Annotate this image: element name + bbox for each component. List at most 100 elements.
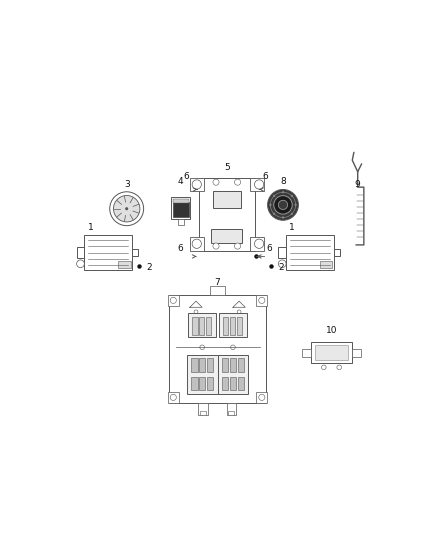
Bar — [230, 358, 236, 372]
Bar — [199, 358, 205, 372]
Circle shape — [291, 213, 293, 215]
Bar — [250, 177, 264, 191]
Circle shape — [237, 310, 241, 314]
Bar — [222, 377, 228, 391]
Circle shape — [192, 180, 201, 189]
Circle shape — [194, 310, 198, 314]
Circle shape — [170, 394, 177, 400]
Bar — [286, 235, 334, 270]
Bar — [200, 411, 206, 415]
Bar — [230, 317, 235, 335]
Circle shape — [273, 213, 275, 215]
Circle shape — [234, 179, 240, 185]
Bar — [250, 237, 264, 251]
Text: 1: 1 — [289, 223, 294, 232]
Bar — [190, 237, 204, 251]
Text: 7: 7 — [215, 278, 220, 287]
Circle shape — [254, 239, 264, 248]
Bar — [207, 358, 213, 372]
Bar — [227, 403, 236, 415]
Circle shape — [170, 297, 177, 303]
Bar — [173, 202, 189, 217]
Circle shape — [192, 239, 201, 248]
Circle shape — [213, 243, 219, 249]
Bar — [132, 249, 138, 256]
Circle shape — [254, 180, 264, 189]
Circle shape — [291, 195, 293, 197]
Circle shape — [77, 260, 85, 268]
Bar — [191, 377, 198, 391]
Circle shape — [321, 365, 326, 370]
Bar — [168, 295, 179, 306]
Circle shape — [231, 345, 235, 350]
Circle shape — [110, 192, 144, 225]
Circle shape — [259, 394, 265, 400]
Bar — [171, 197, 190, 219]
Text: 6: 6 — [183, 172, 189, 181]
Circle shape — [282, 191, 284, 193]
Text: 6: 6 — [262, 172, 268, 181]
Circle shape — [294, 204, 297, 206]
Circle shape — [234, 243, 240, 249]
Bar — [320, 261, 332, 269]
Text: 1: 1 — [88, 223, 94, 232]
Text: 9: 9 — [355, 181, 360, 189]
Bar — [230, 377, 236, 391]
Text: 6: 6 — [267, 244, 272, 253]
Circle shape — [269, 204, 272, 206]
Circle shape — [279, 200, 288, 209]
Bar — [352, 349, 361, 357]
Bar — [302, 349, 311, 357]
Bar — [177, 219, 184, 225]
Bar — [207, 377, 213, 391]
Bar — [210, 286, 225, 295]
Bar — [199, 317, 205, 335]
Bar — [237, 377, 244, 391]
Circle shape — [274, 196, 292, 214]
Text: 8: 8 — [280, 176, 286, 185]
Bar — [198, 403, 208, 415]
Bar — [199, 377, 205, 391]
Text: 3: 3 — [124, 180, 130, 189]
Bar — [256, 295, 267, 306]
Bar — [228, 411, 234, 415]
Circle shape — [268, 189, 298, 220]
Circle shape — [200, 345, 205, 350]
Bar — [168, 392, 179, 403]
Bar — [256, 392, 267, 403]
Bar — [173, 199, 189, 203]
Bar — [191, 358, 198, 372]
Bar — [188, 313, 216, 337]
Text: 6: 6 — [177, 244, 183, 253]
Bar — [85, 235, 132, 270]
Bar — [279, 247, 286, 258]
Bar — [334, 249, 340, 256]
Bar — [77, 247, 85, 258]
Bar — [190, 177, 204, 191]
Bar — [187, 355, 218, 393]
Bar — [170, 295, 266, 403]
Text: 2: 2 — [147, 263, 152, 272]
Bar — [222, 358, 228, 372]
Bar — [199, 177, 254, 251]
Circle shape — [259, 297, 265, 303]
Bar — [213, 191, 240, 208]
Text: 5: 5 — [224, 163, 230, 172]
Bar — [237, 317, 242, 335]
Bar — [212, 229, 242, 243]
Circle shape — [282, 216, 284, 219]
Bar — [118, 261, 131, 269]
Circle shape — [113, 196, 140, 222]
Bar — [314, 345, 349, 360]
Text: 10: 10 — [326, 326, 337, 335]
Circle shape — [213, 179, 219, 185]
Circle shape — [279, 260, 286, 268]
Text: 4: 4 — [178, 176, 184, 185]
Text: 2: 2 — [279, 263, 284, 272]
Circle shape — [337, 365, 342, 370]
Bar — [223, 317, 228, 335]
Circle shape — [125, 207, 128, 210]
Circle shape — [273, 195, 275, 197]
Bar — [219, 313, 247, 337]
Bar — [206, 317, 212, 335]
